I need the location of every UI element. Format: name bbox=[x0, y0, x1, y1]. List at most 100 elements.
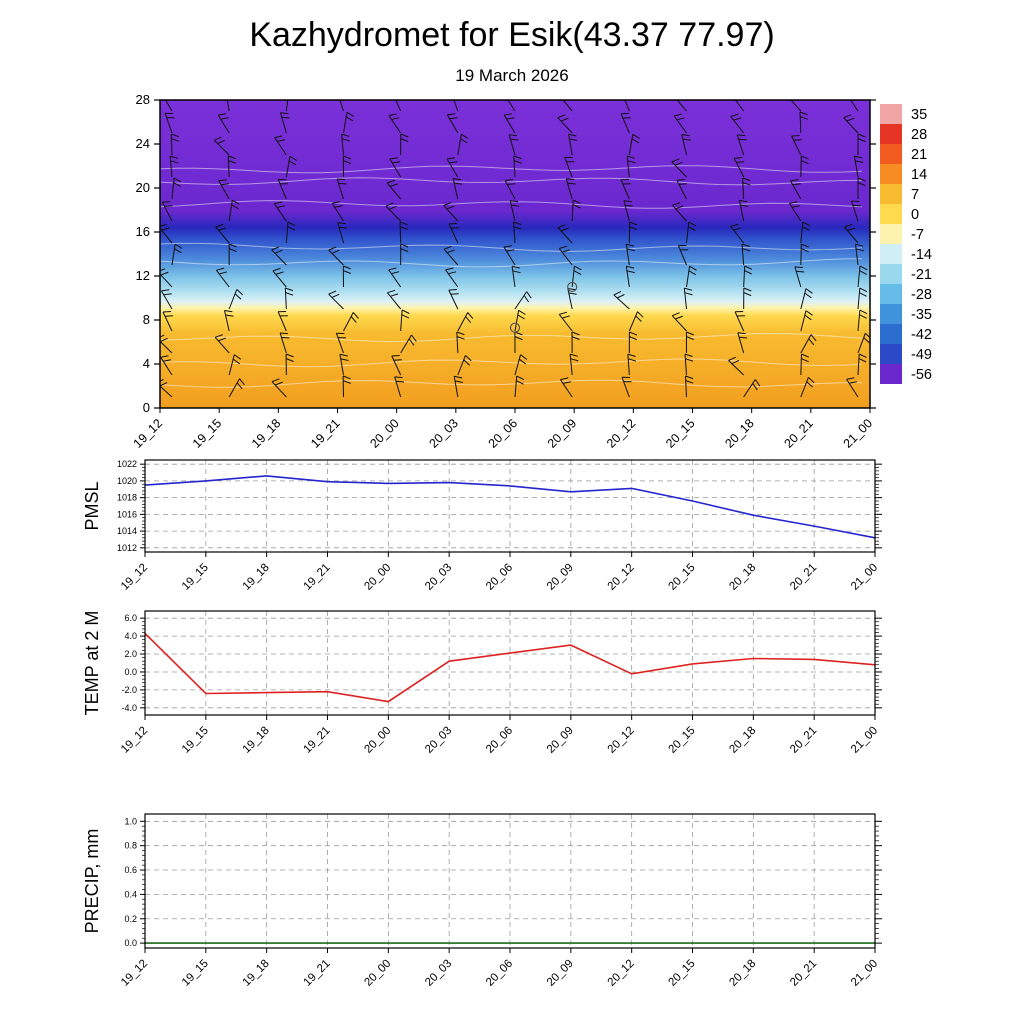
svg-text:20_18: 20_18 bbox=[727, 562, 758, 593]
svg-text:0: 0 bbox=[143, 400, 150, 415]
svg-text:0.6: 0.6 bbox=[124, 865, 137, 875]
svg-text:19_12: 19_12 bbox=[119, 958, 150, 989]
svg-text:16: 16 bbox=[136, 224, 150, 239]
svg-text:-28: -28 bbox=[911, 287, 932, 303]
svg-text:20_06: 20_06 bbox=[486, 416, 521, 451]
svg-text:20_12: 20_12 bbox=[604, 416, 639, 451]
svg-text:20_21: 20_21 bbox=[788, 958, 819, 989]
svg-text:1012: 1012 bbox=[117, 543, 137, 553]
svg-text:2.0: 2.0 bbox=[124, 649, 137, 659]
svg-text:20_12: 20_12 bbox=[606, 725, 637, 756]
svg-text:1018: 1018 bbox=[117, 493, 137, 503]
svg-text:19_18: 19_18 bbox=[249, 416, 284, 451]
svg-text:19_18: 19_18 bbox=[241, 725, 272, 756]
svg-text:19_12: 19_12 bbox=[119, 725, 150, 756]
svg-text:-2.0: -2.0 bbox=[121, 685, 137, 695]
temperature-profile-chart: 0 4 8 12 16 20 24 28 19_12 19_15 19_18 19_21 20_00 20… bbox=[131, 92, 932, 451]
svg-text:20_09: 20_09 bbox=[545, 725, 576, 756]
svg-text:20_09: 20_09 bbox=[545, 562, 576, 593]
svg-text:20_18: 20_18 bbox=[722, 416, 757, 451]
svg-text:20_03: 20_03 bbox=[423, 725, 454, 756]
svg-text:1020: 1020 bbox=[117, 476, 137, 486]
svg-text:20_03: 20_03 bbox=[423, 958, 454, 989]
svg-text:20_09: 20_09 bbox=[545, 416, 580, 451]
svg-text:24: 24 bbox=[136, 136, 150, 151]
svg-text:28: 28 bbox=[911, 127, 927, 143]
chart-title: Kazhydromet for Esik(43.37 77.97) bbox=[249, 16, 775, 54]
svg-text:-56: -56 bbox=[911, 367, 932, 383]
svg-text:20_15: 20_15 bbox=[667, 562, 698, 593]
temp2m-chart: 6.0 4.0 2.0 0.0 -2.0 -4.0 19_12 19_15 19_18 19_21… bbox=[82, 610, 882, 756]
svg-text:0.2: 0.2 bbox=[124, 914, 137, 924]
svg-text:-14: -14 bbox=[911, 247, 932, 263]
svg-text:4: 4 bbox=[143, 356, 150, 371]
svg-text:-42: -42 bbox=[911, 327, 932, 343]
svg-text:28: 28 bbox=[136, 92, 150, 107]
precip-chart: 1.0 0.8 0.6 0.4 0.2 0.0 19_12 19_15 19_18 19_21 20… bbox=[82, 813, 882, 989]
svg-text:0.4: 0.4 bbox=[124, 889, 137, 899]
svg-text:7: 7 bbox=[911, 187, 919, 203]
svg-text:19_15: 19_15 bbox=[180, 725, 211, 756]
svg-text:19_15: 19_15 bbox=[190, 416, 225, 451]
svg-text:35: 35 bbox=[911, 107, 927, 123]
svg-text:6.0: 6.0 bbox=[124, 613, 137, 623]
svg-text:TEMP at 2 M: TEMP at 2 M bbox=[82, 611, 102, 716]
svg-text:1014: 1014 bbox=[117, 526, 137, 536]
svg-text:19_18: 19_18 bbox=[241, 958, 272, 989]
svg-text:19_21: 19_21 bbox=[302, 958, 333, 989]
svg-text:19_21: 19_21 bbox=[308, 416, 343, 451]
svg-text:-49: -49 bbox=[911, 347, 932, 363]
svg-text:8: 8 bbox=[143, 312, 150, 327]
svg-text:19_12: 19_12 bbox=[119, 562, 150, 593]
svg-text:21_00: 21_00 bbox=[849, 725, 880, 756]
svg-text:1.0: 1.0 bbox=[124, 816, 137, 826]
svg-text:0.0: 0.0 bbox=[124, 938, 137, 948]
pmsl-chart: 1022 1020 1018 1016 1014 1012 19_12 19_15 19_18 1… bbox=[82, 459, 882, 593]
svg-text:1016: 1016 bbox=[117, 509, 137, 519]
svg-text:20_00: 20_00 bbox=[367, 416, 402, 451]
svg-text:20_15: 20_15 bbox=[663, 416, 698, 451]
svg-text:-4.0: -4.0 bbox=[121, 703, 137, 713]
svg-text:20_18: 20_18 bbox=[727, 958, 758, 989]
svg-text:20_03: 20_03 bbox=[423, 562, 454, 593]
svg-text:-35: -35 bbox=[911, 307, 932, 323]
svg-text:21_00: 21_00 bbox=[849, 562, 880, 593]
svg-text:-7: -7 bbox=[911, 227, 924, 243]
svg-text:20_18: 20_18 bbox=[727, 725, 758, 756]
svg-text:12: 12 bbox=[136, 268, 150, 283]
svg-text:-21: -21 bbox=[911, 267, 932, 283]
svg-text:19_18: 19_18 bbox=[241, 562, 272, 593]
svg-text:20_06: 20_06 bbox=[484, 725, 515, 756]
svg-text:19_15: 19_15 bbox=[180, 958, 211, 989]
svg-text:19_12: 19_12 bbox=[131, 416, 166, 451]
svg-text:20_00: 20_00 bbox=[362, 958, 393, 989]
svg-text:20_12: 20_12 bbox=[606, 958, 637, 989]
svg-text:20_03: 20_03 bbox=[426, 416, 461, 451]
svg-text:4.0: 4.0 bbox=[124, 631, 137, 641]
svg-text:21: 21 bbox=[911, 147, 927, 163]
svg-text:20_21: 20_21 bbox=[788, 725, 819, 756]
svg-text:19_15: 19_15 bbox=[180, 562, 211, 593]
svg-text:1022: 1022 bbox=[117, 459, 137, 469]
svg-text:20_12: 20_12 bbox=[606, 562, 637, 593]
svg-text:20_09: 20_09 bbox=[545, 958, 576, 989]
svg-text:20_21: 20_21 bbox=[781, 416, 816, 451]
svg-text:20: 20 bbox=[136, 180, 150, 195]
svg-text:20_15: 20_15 bbox=[667, 958, 698, 989]
svg-text:21_00: 21_00 bbox=[841, 416, 876, 451]
svg-text:PRECIP, mm: PRECIP, mm bbox=[82, 829, 102, 934]
chart-subtitle: 19 March 2026 bbox=[455, 66, 569, 85]
svg-text:21_00: 21_00 bbox=[849, 958, 880, 989]
svg-text:PMSL: PMSL bbox=[82, 481, 102, 530]
svg-text:20_21: 20_21 bbox=[788, 562, 819, 593]
svg-text:20_00: 20_00 bbox=[362, 725, 393, 756]
svg-text:20_06: 20_06 bbox=[484, 562, 515, 593]
svg-text:0.0: 0.0 bbox=[124, 667, 137, 677]
svg-text:0: 0 bbox=[911, 207, 919, 223]
svg-text:0.8: 0.8 bbox=[124, 841, 137, 851]
svg-text:20_15: 20_15 bbox=[667, 725, 698, 756]
svg-text:20_06: 20_06 bbox=[484, 958, 515, 989]
svg-text:20_00: 20_00 bbox=[362, 562, 393, 593]
svg-text:19_21: 19_21 bbox=[302, 725, 333, 756]
